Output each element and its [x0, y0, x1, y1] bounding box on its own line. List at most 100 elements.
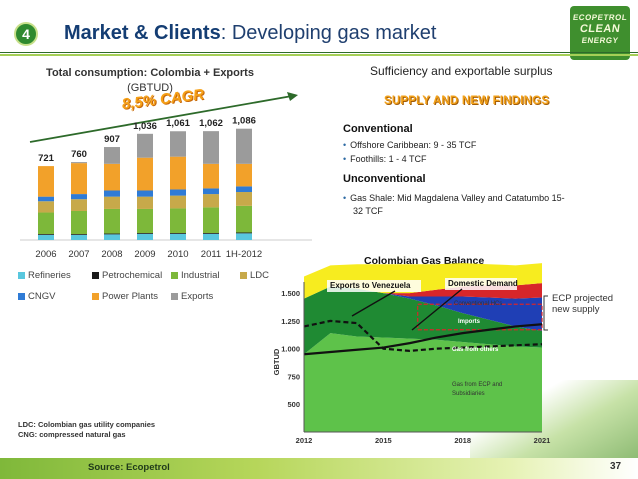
legend-swatch: [92, 293, 99, 300]
label-domestic-demand-bg: [445, 278, 517, 290]
slide-title-bold: Market & Clients: [64, 22, 221, 44]
legend-label: LDC: [250, 270, 270, 281]
bar-segment-cngv: [104, 190, 120, 197]
demand-arrow: [411, 288, 463, 331]
bar-segment-refineries: [236, 233, 252, 240]
bar-segment-refineries: [203, 233, 219, 240]
legend-label: CNGV: [28, 291, 56, 302]
bar-segment-exports: [137, 133, 153, 158]
legend-swatch: [171, 272, 178, 279]
x-tick-label: 2007: [68, 249, 89, 260]
bullet-text: Gas Shale: Mid Magdalena Valley and Cata…: [350, 193, 565, 203]
header-divider: [0, 52, 638, 53]
bar-segment-refineries: [170, 233, 186, 240]
cagr-arrow-head: [287, 92, 298, 101]
bar-segment-exports: [203, 131, 219, 164]
area-gas-from-ecp-and-subsidiaries: [304, 333, 542, 432]
definitions: LDC: Colombian gas utility companies CNG…: [18, 420, 155, 440]
ecp-label-line-1: ECP projected: [552, 293, 614, 304]
x-tick-label: 2011: [201, 249, 221, 260]
definition-cng: CNG: compressed natural gas: [18, 430, 126, 439]
label-gas-from-ecp-line2: Subsidiaries: [452, 391, 485, 397]
bar-segment-refineries: [137, 233, 153, 240]
legend-label: Power Plants: [102, 291, 158, 302]
supply-findings-subheading: SUPPLY AND NEW FINDINGS: [384, 95, 550, 107]
bar-segment-ldc: [104, 196, 120, 209]
bar-segment-industrial: [203, 207, 219, 234]
bar-segment-refineries: [104, 234, 120, 240]
label-gas-from-others: Gas from others: [452, 347, 499, 353]
source-note: Source: Ecopetrol: [88, 462, 170, 473]
slide-title: Market & Clients: Developing gas market: [64, 22, 436, 45]
legend-item-power-plants: Power Plants: [92, 291, 158, 302]
gas-x-tick-label: 2018: [454, 436, 471, 445]
x-tick-label: 2006: [35, 249, 56, 260]
footer-bar: [0, 458, 638, 479]
bar-segment-ldc: [170, 195, 186, 209]
gas-y-tick-label: 1.500: [281, 289, 300, 298]
bar-segment-exports: [236, 128, 252, 164]
label-exports-to-venezuela-bg: [327, 280, 421, 292]
bar-segment-industrial: [170, 208, 186, 234]
gas-x-tick-label: 2021: [534, 436, 551, 445]
definition-ldc: LDC: Colombian gas utility companies: [18, 420, 156, 429]
x-tick-label: 1H-2012: [226, 249, 262, 260]
bar-total-label: 1,061: [166, 118, 190, 129]
bar-segment-industrial: [71, 210, 87, 235]
bar-total-label: 1,086: [232, 116, 256, 127]
legend-label: Refineries: [28, 270, 71, 281]
bar-segment-ldc: [71, 199, 87, 211]
x-tick-label: 2009: [134, 249, 155, 260]
legend-swatch: [18, 293, 25, 300]
page-number-badge: 4: [14, 22, 38, 46]
legend-item-petrochemical: Petrochemical: [92, 270, 162, 281]
gas-y-axis-label: GBTUD: [272, 348, 281, 375]
area-imports: [304, 286, 542, 331]
bar-segment-ldc: [203, 194, 219, 208]
gas-x-tick-label: 2012: [296, 436, 313, 445]
legend-item-ldc: LDC: [240, 270, 269, 281]
bar-total-label: 721: [38, 153, 55, 164]
label-exports-to-venezuela: Exports to Venezuela: [330, 281, 411, 290]
x-tick-label: 2008: [101, 249, 122, 260]
bar-segment-exports: [71, 162, 87, 164]
bullet-text: Offshore Caribbean: 9 - 35 TCF: [350, 140, 477, 150]
legend-item-refineries: Refineries: [18, 270, 71, 281]
legend-swatch: [92, 272, 99, 279]
right-panel-heading: Sufficiency and exportable surplus: [370, 64, 553, 78]
header-divider-accent: [0, 54, 638, 56]
bar-segment-cngv: [38, 196, 54, 202]
label-imports: Imports: [458, 319, 481, 325]
legend-item-cngv: CNGV: [18, 291, 55, 302]
bar-segment-industrial: [236, 205, 252, 233]
exports-to-venezuela-line: [303, 319, 543, 352]
bar-segment-ldc: [236, 192, 252, 206]
bullet-gas-shale: • Gas Shale: Mid Magdalena Valley and Cat…: [343, 193, 565, 203]
conventional-heading: Conventional: [343, 123, 413, 135]
company-logo: ECOPETROL CLEAN ENERGY: [570, 6, 630, 60]
bar-segment-power-plants: [71, 163, 87, 195]
bar-segment-power-plants: [137, 157, 153, 191]
bar-segment-industrial: [137, 208, 153, 234]
bullet-foothills: • Foothills: 1 - 4 TCF: [343, 154, 427, 164]
bar-segment-power-plants: [38, 166, 54, 197]
ecp-new-supply-box: [417, 303, 543, 331]
bar-segment-industrial: [104, 208, 120, 234]
ecp-projected-label: ECP projected new supply: [552, 293, 613, 315]
label-gas-from-ecp: Gas from ECP and: [452, 382, 502, 388]
bar-segment-ldc: [38, 201, 54, 213]
bar-segment-petrochemical: [236, 232, 252, 234]
gas-y-tick-label: 750: [287, 372, 300, 381]
cagr-arrow-line: [29, 95, 293, 143]
ecp-bracket: [543, 295, 548, 331]
slide-title-rest: : Developing gas market: [220, 22, 437, 44]
bullet-text: Foothills: 1 - 4 TCF: [350, 154, 427, 164]
bar-segment-petrochemical: [137, 233, 153, 234]
legend-item-industrial: Industrial: [171, 270, 220, 281]
gas-y-tick-label: 1.000: [281, 345, 300, 354]
gas-x-tick-label: 2015: [375, 436, 392, 445]
left-chart-title: Total consumption: Colombia + Exports (G…: [20, 66, 280, 96]
legend-swatch: [240, 272, 247, 279]
bar-segment-cngv: [137, 190, 153, 197]
